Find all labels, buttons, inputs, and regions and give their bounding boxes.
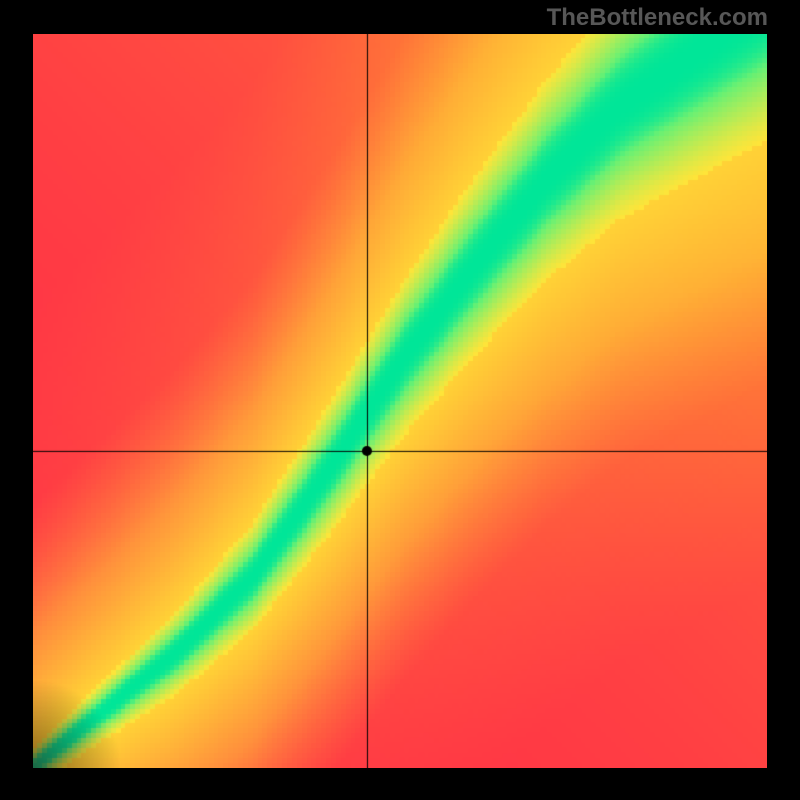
heatmap-canvas xyxy=(33,34,767,768)
heatmap-plot xyxy=(33,34,767,768)
chart-container: TheBottleneck.com xyxy=(0,0,800,800)
watermark-text: TheBottleneck.com xyxy=(547,4,768,32)
